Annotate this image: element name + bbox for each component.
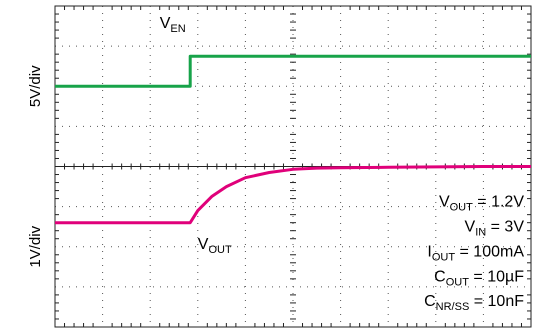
traces: [55, 54, 531, 225]
grid: [54, 5, 532, 328]
channel-scale-label: 1V/div: [27, 225, 44, 267]
series-label-en: VEN: [160, 15, 186, 35]
condition-text: VOUT = 1.2V: [439, 194, 524, 214]
condition-text: CNR/SS = 10nF: [424, 293, 524, 313]
trace-out: [55, 165, 531, 225]
series-label-out: VOUT: [198, 236, 232, 256]
condition-text: VIN = 3V: [465, 219, 525, 239]
trace-en: [55, 54, 531, 88]
condition-text: IOUT = 100mA: [427, 243, 524, 263]
condition-text: COUT = 10µF: [434, 268, 524, 288]
labels: 5V/div 1V/div VEN VOUT VOUT = 1.2V VIN = 3V IO…: [27, 15, 524, 313]
channel-scale-label: 5V/div: [27, 65, 44, 107]
